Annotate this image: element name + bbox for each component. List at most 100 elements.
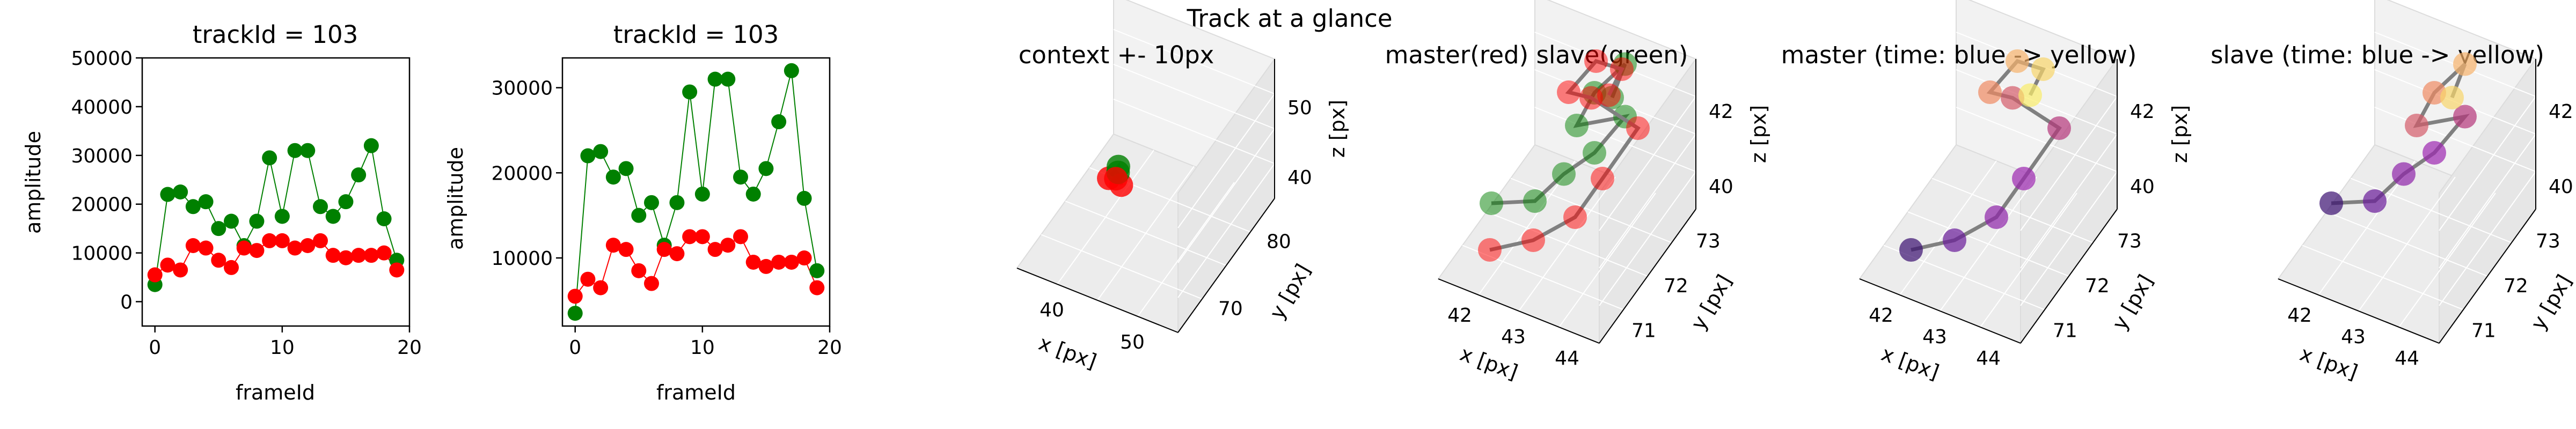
grid-line (1113, 64, 1275, 129)
x-tick-label: 50 (1120, 331, 1145, 353)
x-tick-label: 20 (817, 337, 842, 359)
y-tick-label: 40000 (71, 97, 133, 119)
panel-1-xlabel: frameId (236, 381, 315, 404)
series-0-point (682, 84, 698, 100)
series-0-point (224, 213, 239, 229)
x-axis-line (1859, 278, 2021, 344)
track-point (1563, 205, 1587, 229)
z-tick-label: 42 (2549, 101, 2573, 123)
y-axis-label: y [px] (1265, 260, 1315, 323)
grid-line (2350, 177, 2512, 243)
series-1-point (656, 242, 672, 257)
y-axis-line (1599, 209, 1696, 344)
z-tick-label: 40 (1287, 167, 1312, 189)
series-0-point (211, 221, 226, 236)
y-axis-line (2439, 209, 2536, 344)
series-1-point (262, 233, 277, 248)
series-1-point (784, 254, 799, 270)
track-point (1943, 228, 1966, 252)
figure-suptitle: Track at a glance (1186, 4, 1392, 33)
series-0-point (376, 211, 392, 226)
track-point (2440, 86, 2464, 109)
grid-line (1177, 128, 1275, 263)
track-point (1565, 114, 1589, 137)
series-1-point (580, 271, 596, 287)
series-0-point (338, 194, 354, 210)
series-0-point (745, 186, 761, 202)
series-1-point (338, 250, 354, 265)
series-1-point (644, 276, 659, 291)
panel-title: master (time: blue -> yellow) (1781, 41, 2137, 69)
z-tick-label: 50 (1287, 97, 1312, 119)
x-tick-label: 44 (1976, 347, 2001, 369)
track-point (1610, 57, 1634, 81)
x-tick-label: 10 (270, 337, 295, 359)
y-tick-label: 70 (1218, 298, 1243, 320)
panel-1-amplitude-chart: trackId = 103 amplitude frameId 0 10000 20… (21, 20, 422, 404)
track-point (1579, 86, 1603, 110)
x-tick-label: 20 (397, 337, 422, 359)
series-0-point (720, 71, 736, 87)
grid-line (1486, 211, 1648, 277)
series-0-point (631, 208, 647, 223)
y-axis-label: y [px] (1686, 271, 1737, 334)
panel-1-y-ticks: 0 10000 20000 30000 40000 50000 (71, 48, 142, 314)
track-point (1521, 228, 1545, 252)
grid-line (1980, 193, 2077, 328)
x-tick-label: 44 (1555, 347, 1579, 369)
series-0-point (618, 161, 634, 176)
y-tick-label: 71 (2471, 320, 2496, 342)
y-tick-label: 10000 (71, 243, 133, 265)
series-1-point (224, 260, 239, 275)
series-0-point (567, 306, 583, 321)
grid-line (1907, 211, 2069, 277)
series-1-point (363, 248, 379, 263)
panel-2-ylabel: amplitude (444, 147, 467, 250)
track-point (1583, 141, 1606, 165)
series-0-point (605, 169, 621, 185)
series-1-point (173, 262, 188, 278)
x-axis-label: x [px] (1457, 342, 1521, 384)
z-tick-label: 42 (2130, 101, 2155, 123)
panel-2-title: trackId = 103 (613, 20, 779, 49)
series-0-point (287, 143, 303, 158)
panel-title: master(red) slave(green) (1385, 41, 1688, 69)
series-1-point (300, 238, 316, 253)
series-0-point (733, 169, 748, 185)
series-0-point (796, 190, 812, 206)
y-tick-label: 0 (120, 292, 133, 314)
x-axis-line (1438, 278, 1600, 344)
x-tick-label: 43 (1922, 326, 1947, 348)
y-tick-label: 72 (2085, 275, 2110, 297)
y-tick-label: 73 (1696, 231, 1721, 253)
series-1-point (236, 240, 252, 256)
series-1-point (771, 254, 787, 270)
grid-line (2439, 134, 2536, 269)
series-1-point (389, 262, 405, 278)
track-point (2018, 83, 2042, 107)
panel-title: context +- 10px (1019, 41, 1214, 69)
y-tick-label: 30000 (491, 78, 553, 100)
panel-2-y-ticks: 10000 20000 30000 (491, 78, 562, 270)
y-tick-label: 30000 (71, 145, 133, 167)
series-0-point (198, 194, 214, 210)
y-axis-label: y [px] (2107, 271, 2158, 334)
x-axis-label: x [px] (1036, 331, 1100, 373)
series-1-point (325, 248, 341, 263)
track-point (2453, 52, 2477, 76)
panel-1-axes-frame (141, 57, 411, 327)
series-1-point (185, 238, 201, 253)
grid-line (1956, 107, 2118, 172)
y-tick-label: 20000 (491, 162, 553, 184)
track-point (1584, 49, 1608, 73)
z-tick-label: 40 (2549, 176, 2573, 198)
series-0-point (173, 184, 188, 199)
z-tick-label: 40 (2130, 176, 2155, 198)
grid-line (1558, 193, 1656, 328)
track-line (1489, 58, 1641, 252)
series-1-point (376, 245, 392, 261)
series-0-point (758, 161, 774, 176)
track-point (2012, 167, 2036, 190)
series-1-point (198, 240, 214, 256)
